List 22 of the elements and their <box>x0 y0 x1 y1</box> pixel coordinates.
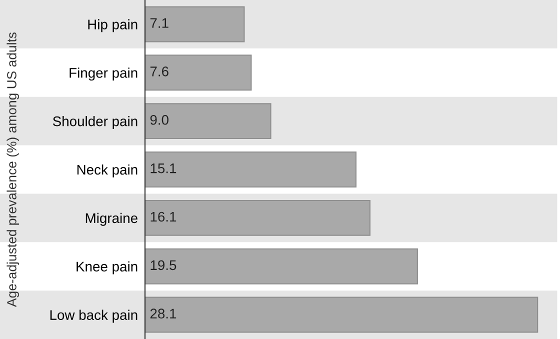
data-label: 9.0 <box>150 114 168 125</box>
y-tick-label: Low back pain <box>50 310 138 323</box>
y-tick-label: Migraine <box>86 212 138 226</box>
y-axis-title: Age-adjusted prevalence (%) among US adults <box>6 32 20 307</box>
bar <box>145 200 370 236</box>
data-label: 7.6 <box>150 66 168 76</box>
bar <box>145 296 538 333</box>
y-tick-label: Knee pain <box>76 261 138 274</box>
data-label: 28.1 <box>150 308 176 319</box>
y-tick-label: Hip pain <box>88 19 138 32</box>
data-label: 19.5 <box>150 260 176 270</box>
data-label: 15.1 <box>150 164 176 174</box>
y-tick-label: Shoulder pain <box>52 116 138 129</box>
bar <box>145 103 272 140</box>
bar <box>145 152 357 188</box>
y-tick-label: Neck pain <box>77 164 138 178</box>
y-tick-label: Finger pain <box>70 68 138 81</box>
bar <box>145 248 418 284</box>
data-label: 7.1 <box>150 18 168 28</box>
bar <box>145 6 245 42</box>
data-label: 16.1 <box>150 212 176 222</box>
bar <box>145 54 252 91</box>
